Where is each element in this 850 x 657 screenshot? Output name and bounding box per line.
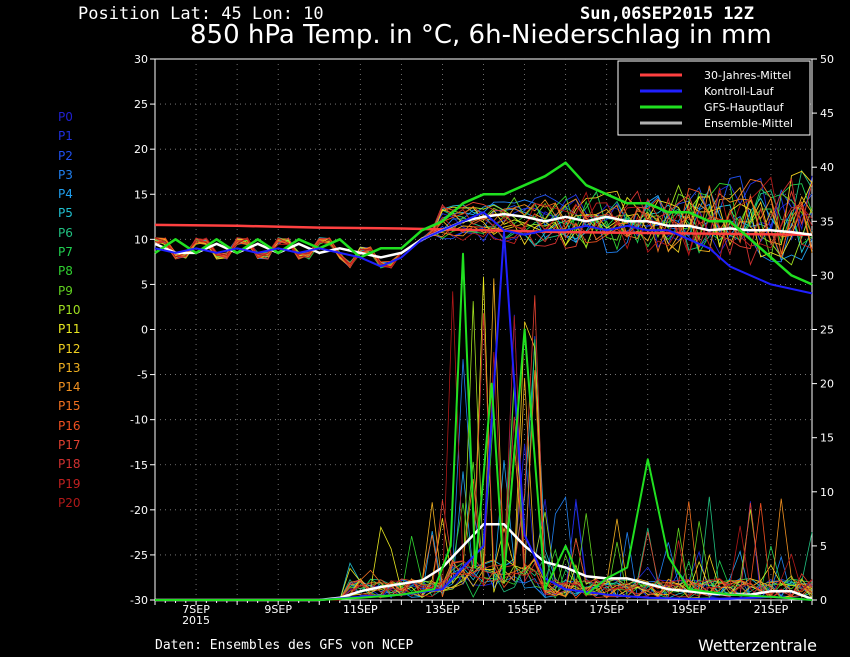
y-left-tick-label: 0 bbox=[141, 324, 148, 337]
y-left-tick-label: -25 bbox=[130, 549, 148, 562]
x-tick-label: 17SEP bbox=[589, 603, 624, 616]
chart-title: 850 hPa Temp. in °C, 6h-Niederschlag in … bbox=[190, 20, 772, 50]
y-left-tick-label: -15 bbox=[130, 459, 148, 472]
y-left-tick-label: 5 bbox=[141, 278, 148, 291]
member-label-p5: P5 bbox=[58, 206, 73, 221]
position-label: Position Lat: 45 Lon: 10 bbox=[78, 4, 324, 24]
data-source: Daten: Ensembles des GFS von NCEP bbox=[155, 638, 414, 653]
member-label-p11: P11 bbox=[58, 322, 81, 337]
series-ensemble-mittel bbox=[154, 212, 813, 259]
member-label-p20: P20 bbox=[58, 495, 81, 510]
series-30-jahres-mittel bbox=[154, 223, 813, 237]
member-label-p10: P10 bbox=[58, 302, 81, 317]
member-label-p19: P19 bbox=[58, 476, 81, 491]
legend-entry: GFS-Hauptlauf bbox=[704, 101, 785, 114]
y-left-tick-label: -5 bbox=[137, 369, 148, 382]
member-label-p16: P16 bbox=[58, 418, 81, 433]
series-kontroll-lauf bbox=[154, 211, 813, 295]
y-right-tick-label: 0 bbox=[820, 594, 827, 607]
member-label-p8: P8 bbox=[58, 264, 73, 279]
member-label-p15: P15 bbox=[58, 399, 81, 414]
x-tick-label: 7SEP bbox=[182, 603, 210, 616]
y-right-tick-label: 30 bbox=[820, 269, 834, 282]
y-right-tick-label: 5 bbox=[820, 540, 827, 553]
member-label-p13: P13 bbox=[58, 360, 81, 375]
member-label-p9: P9 bbox=[58, 283, 73, 298]
member-label-p2: P2 bbox=[58, 148, 73, 163]
member-precip-line bbox=[155, 291, 813, 601]
member-temp-line bbox=[154, 181, 813, 268]
member-label-p12: P12 bbox=[58, 341, 81, 356]
member-temp-line bbox=[154, 183, 813, 268]
y-right-tick-label: 15 bbox=[820, 432, 834, 445]
y-left-tick-label: 30 bbox=[134, 53, 148, 66]
member-label-p4: P4 bbox=[58, 187, 73, 202]
x-tick-label: 11SEP bbox=[343, 603, 378, 616]
member-label-p0: P0 bbox=[58, 110, 73, 124]
member-label-p6: P6 bbox=[58, 225, 73, 240]
y-right-tick-label: 40 bbox=[820, 161, 834, 174]
member-label-p7: P7 bbox=[58, 245, 73, 260]
brand-label: Wetterzentrale bbox=[698, 636, 818, 655]
y-right-tick-label: 25 bbox=[820, 324, 834, 337]
member-label-p18: P18 bbox=[58, 457, 81, 472]
x-tick-label: 9SEP bbox=[264, 603, 292, 616]
y-left-tick-label: -20 bbox=[130, 504, 148, 517]
member-precip-line bbox=[155, 276, 813, 601]
series-gfs-hauptlauf-niederschlag bbox=[155, 252, 813, 601]
y-right-tick-label: 35 bbox=[820, 215, 834, 228]
member-precip-line bbox=[155, 301, 813, 601]
x-tick-label: 21SEP bbox=[754, 603, 789, 616]
legend-entry: Ensemble-Mittel bbox=[704, 117, 793, 130]
member-label-p14: P14 bbox=[58, 380, 81, 395]
series-gfs-hauptlauf bbox=[154, 161, 813, 286]
x-tick-label: 19SEP bbox=[672, 603, 707, 616]
member-temp-line bbox=[154, 183, 813, 269]
x-tick-label: 15SEP bbox=[507, 603, 542, 616]
member-label-p17: P17 bbox=[58, 438, 81, 453]
y-right-tick-label: 50 bbox=[820, 53, 834, 66]
legend-entry: 30-Jahres-Mittel bbox=[704, 69, 791, 82]
y-left-tick-label: 25 bbox=[134, 98, 148, 111]
run-datetime: Sun,06SEP2015 12Z bbox=[580, 4, 754, 24]
x-tick-label: 13SEP bbox=[425, 603, 460, 616]
member-label-p3: P3 bbox=[58, 167, 73, 182]
y-right-tick-label: 20 bbox=[820, 378, 834, 391]
y-right-tick-label: 45 bbox=[820, 107, 834, 120]
y-left-tick-label: 10 bbox=[134, 233, 148, 246]
x-tick-year: 2015 bbox=[182, 614, 210, 627]
y-left-tick-label: 20 bbox=[134, 143, 148, 156]
legend-entry: Kontroll-Lauf bbox=[704, 85, 775, 98]
y-right-tick-label: 10 bbox=[820, 486, 834, 499]
member-temp-line bbox=[154, 178, 813, 269]
y-left-tick-label: 15 bbox=[134, 188, 148, 201]
y-left-tick-label: -30 bbox=[130, 594, 148, 607]
y-left-tick-label: -10 bbox=[130, 414, 148, 427]
member-list: P0 P1 P2 P3 P4 P5 P6 P7 P8 P9 P10 P11 P12 P13 P14 P15 P1… bbox=[58, 108, 81, 513]
member-label-p1: P1 bbox=[58, 129, 73, 144]
member-precip-line bbox=[155, 413, 813, 601]
